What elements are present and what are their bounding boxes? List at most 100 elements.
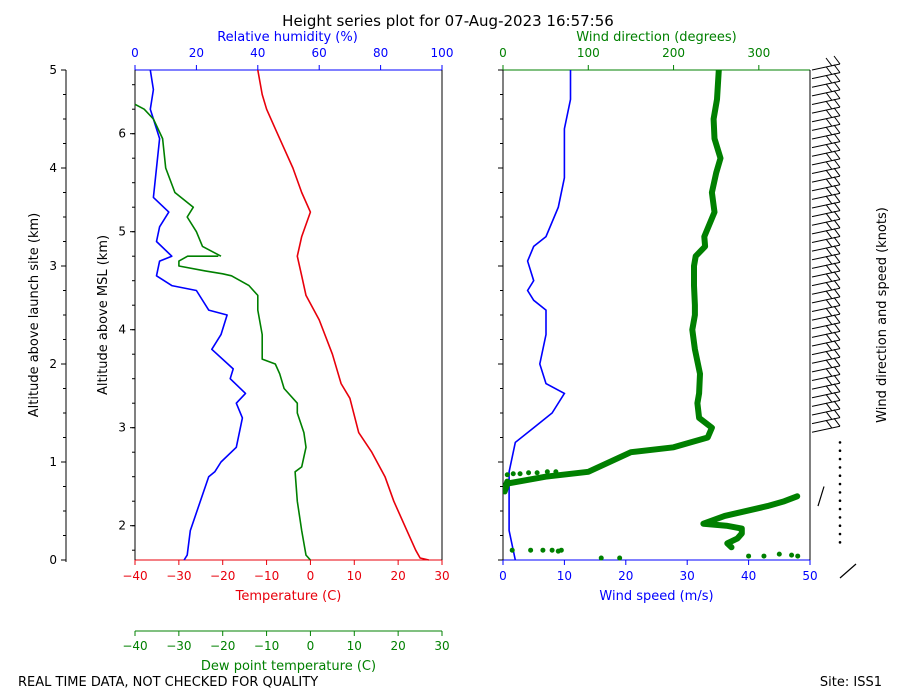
wind-barb-calm-dot bbox=[838, 516, 842, 519]
wind-barb-flag bbox=[833, 245, 841, 255]
wind-barb-flag bbox=[833, 323, 841, 332]
wind-barb-flag bbox=[825, 307, 833, 317]
wind-direction-dot bbox=[528, 547, 534, 553]
wind-barb-flag bbox=[825, 368, 833, 377]
wind-barb-flag bbox=[825, 135, 833, 144]
wind-barb-flag bbox=[833, 297, 841, 306]
wind-barb-flag bbox=[825, 273, 833, 282]
dewpoint-tick-label: −30 bbox=[166, 639, 191, 653]
temperature-axis-label: Temperature (C) bbox=[235, 589, 342, 604]
humidity-tick-label: 80 bbox=[373, 46, 388, 60]
thermo-panel: 0 1 2 3 4 5 Altitude above launch site (km) 2 3 4… bbox=[27, 30, 453, 674]
wind-barb-flag bbox=[833, 340, 841, 349]
wind-direction-dot bbox=[534, 470, 540, 476]
wind-barb-flag bbox=[825, 264, 833, 274]
wind-barb-flag bbox=[825, 247, 833, 257]
wind-barb-flag bbox=[825, 221, 833, 231]
wind-barb-flag bbox=[825, 212, 833, 222]
direction-tick-label: 100 bbox=[577, 46, 600, 60]
series-relative-humidity-line bbox=[149, 69, 247, 561]
wind-direction-dot bbox=[558, 547, 564, 553]
launch-altitude-axis-label: Altitude above launch site (km) bbox=[27, 213, 42, 417]
wind-speed-line bbox=[508, 70, 572, 561]
wind-barb-flag bbox=[825, 376, 833, 386]
wind-barb-flag bbox=[833, 400, 841, 410]
dewpoint-tick-label: −10 bbox=[254, 639, 279, 653]
wind-barb-flag bbox=[833, 159, 841, 168]
wind-barb-flag bbox=[833, 55, 841, 65]
wind-barb-flag bbox=[825, 169, 833, 179]
wind-direction-dot bbox=[553, 469, 559, 475]
wind-barb-flag bbox=[833, 271, 841, 280]
humidity-tick-label: 60 bbox=[312, 46, 327, 60]
launch-altitude-tick-label: 4 bbox=[49, 161, 57, 175]
wind-direction-dot bbox=[526, 470, 532, 476]
wind-barb-staff bbox=[839, 563, 857, 579]
dewpoint-tick-label: 0 bbox=[307, 639, 315, 653]
temperature-tick-label: 10 bbox=[347, 569, 362, 583]
series-dew-point-visible-part--line bbox=[178, 255, 311, 561]
series-relative-humidity-green--line bbox=[134, 103, 222, 257]
humidity-axis-label: Relative humidity (%) bbox=[217, 30, 358, 45]
wind-barb-flag bbox=[833, 98, 841, 108]
wind-panel: 0 10 20 30 40 50 Wind speed (m/s) 0 100 200 300 Win… bbox=[498, 30, 818, 604]
direction-tick-label: 300 bbox=[747, 46, 770, 60]
wind-barb-flag bbox=[833, 314, 841, 324]
wind-barb-flag bbox=[825, 118, 833, 127]
wind-barb-flag bbox=[825, 83, 833, 93]
wind-barb-flag bbox=[833, 392, 841, 401]
launch-altitude-tick-label: 1 bbox=[49, 455, 57, 469]
wind-barb-calm-dot bbox=[838, 532, 842, 536]
wind-barb-flag bbox=[825, 333, 833, 343]
msl-altitude-tick-label: 4 bbox=[118, 323, 126, 337]
wind-barb-flag bbox=[833, 150, 841, 160]
temperature-tick-label: 30 bbox=[434, 569, 449, 583]
wind-barb-calm-dot bbox=[838, 482, 842, 486]
wind-direction-line-0 bbox=[503, 70, 724, 495]
msl-altitude-tick-label: 3 bbox=[118, 421, 126, 435]
temperature-tick-label: 20 bbox=[391, 569, 406, 583]
wind-barb-flag bbox=[833, 409, 841, 418]
direction-axis-label: Wind direction (degrees) bbox=[576, 30, 736, 45]
wind-barb-flag bbox=[833, 202, 841, 211]
wind-barb-flag bbox=[833, 262, 841, 272]
wind-barb-flag bbox=[833, 141, 841, 151]
wind-barb-flag bbox=[833, 228, 841, 237]
wind-barb-flag bbox=[825, 109, 833, 119]
wind-barb-flag bbox=[833, 72, 841, 82]
wind-barb-flag bbox=[833, 366, 841, 375]
wind-barb-flag bbox=[833, 210, 841, 220]
wind-direction-dot bbox=[540, 547, 546, 553]
wind-direction-dot bbox=[789, 552, 795, 558]
wind-barb-staff bbox=[817, 486, 825, 507]
wind-barb-flag bbox=[833, 357, 841, 367]
msl-altitude-tick-label: 2 bbox=[118, 519, 126, 533]
figure-title: Height series plot for 07-Aug-2023 16:57… bbox=[282, 12, 614, 30]
wind-barb-flag bbox=[833, 288, 841, 298]
wind-barb-flag bbox=[833, 193, 841, 203]
wind-direction-dot bbox=[776, 551, 782, 557]
wind-barb-flag bbox=[825, 419, 833, 429]
dewpoint-tick-label: −20 bbox=[210, 639, 235, 653]
msl-altitude-tick-label: 5 bbox=[118, 225, 126, 239]
wind-barb-flag bbox=[825, 178, 833, 188]
wind-direction-dot bbox=[617, 555, 623, 561]
wind-barb-flag bbox=[825, 290, 833, 300]
wind-barb-flag bbox=[825, 342, 833, 351]
wind-barb-flag bbox=[825, 187, 833, 196]
wind-barb-flag bbox=[833, 254, 841, 263]
wind-barb-flag bbox=[825, 66, 833, 75]
wind-barb-flag bbox=[825, 195, 833, 205]
wind-barb-flag bbox=[825, 281, 833, 291]
humidity-tick-label: 0 bbox=[131, 46, 139, 60]
temperature-tick-label: −30 bbox=[166, 569, 191, 583]
wind-direction-dot bbox=[746, 553, 752, 559]
dewpoint-axis-label: Dew point temperature (C) bbox=[201, 659, 376, 674]
wind-barb-flag bbox=[825, 204, 833, 213]
wind-direction-dot bbox=[549, 547, 555, 553]
wind-barb-calm-dot bbox=[838, 507, 842, 511]
speed-tick-label: 20 bbox=[618, 569, 633, 583]
humidity-tick-label: 20 bbox=[189, 46, 204, 60]
dewpoint-tick-label: −40 bbox=[122, 639, 147, 653]
